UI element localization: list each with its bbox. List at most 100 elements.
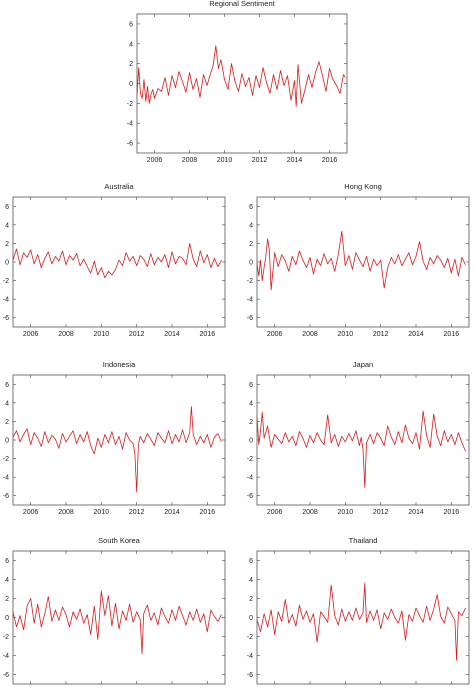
indonesia-ytick-label: 6 [5, 382, 9, 389]
indonesia-ytick-label: 2 [5, 419, 9, 426]
thailand-ytick-label: -4 [247, 653, 253, 660]
japan-xtick-label: 2006 [267, 509, 283, 516]
australia-title: Australia [104, 182, 134, 191]
indonesia-series-line [12, 406, 222, 493]
chart-thailand: Thailand6420-2-4-62006200820102012201420… [247, 536, 470, 685]
australia-ytick-label: 2 [5, 241, 9, 248]
australia-xtick-label: 2008 [58, 331, 74, 338]
hong-kong-xtick-label: 2008 [302, 331, 318, 338]
indonesia-xtick-label: 2012 [129, 509, 145, 516]
south-korea-plot-frame [12, 550, 226, 685]
hong-kong-ytick-label: -6 [247, 315, 253, 322]
south-korea-ytick-label: -6 [3, 672, 9, 679]
hong-kong-xtick-label: 2010 [338, 331, 354, 338]
hong-kong-xtick-label: 2014 [408, 331, 424, 338]
chart-hong-kong: Hong Kong 6 4 2 0 -2 -4 -6 2006 2008 2010 2012 2014 2… [247, 182, 470, 338]
regional-sentiment-ytick-label: -4 [127, 121, 133, 128]
indonesia-xtick-label: 2016 [200, 509, 216, 516]
australia-ytick-label: 0 [5, 260, 9, 267]
japan-ytick-label: 2 [249, 419, 253, 426]
chart-indonesia: Indonesia 6 4 2 0 -2 -4 -6 2006 2008 2010 2012 2014 2… [3, 360, 226, 516]
south-korea-ytick-label: 0 [5, 615, 9, 622]
australia-ytick-label: -2 [3, 278, 9, 285]
australia-plot-frame [12, 196, 226, 328]
japan-ytick-label: 4 [249, 400, 253, 407]
hong-kong-xtick-label: 2006 [267, 331, 283, 338]
chart-australia: Australia 6 4 2 0 -2 -4 -6 2006 2008 2010 2012 2014 2… [3, 182, 226, 338]
australia-xtick-label: 2010 [94, 331, 110, 338]
hong-kong-title: Hong Kong [344, 182, 382, 191]
south-korea-ytick-label: 4 [5, 577, 9, 584]
hong-kong-ytick-label: 4 [249, 222, 253, 229]
hong-kong-ytick-label: 6 [249, 204, 253, 211]
hong-kong-xtick-label: 2012 [373, 331, 389, 338]
regional-sentiment-ytick-label: 6 [129, 21, 133, 28]
chart-regional-sentiment: Regional Sentiment 6 4 2 0 -2 -4 -6 2006 2008 2010… [127, 0, 348, 164]
japan-xtick-label: 2010 [338, 509, 354, 516]
regional-sentiment-ytick-label: -2 [127, 101, 133, 108]
indonesia-plot-frame [12, 374, 226, 506]
thailand-title: Thailand [349, 536, 378, 545]
regional-sentiment-ytick-label: 4 [129, 41, 133, 48]
thailand-ytick-label: -6 [247, 672, 253, 679]
regional-sentiment-plot-frame [136, 13, 348, 154]
indonesia-ytick-label: 4 [5, 400, 9, 407]
japan-title: Japan [353, 360, 373, 369]
regional-sentiment-series-line [136, 45, 346, 107]
australia-ytick-label: -6 [3, 315, 9, 322]
indonesia-xtick-label: 2008 [58, 509, 74, 516]
regional-sentiment-xtick-label: 2008 [182, 157, 198, 164]
regional-sentiment-ytick-label: 2 [129, 61, 133, 68]
thailand-ytick-label: -2 [247, 634, 253, 641]
japan-plot-frame [256, 374, 470, 506]
japan-series-line [256, 410, 466, 488]
south-korea-title: South Korea [98, 536, 141, 545]
indonesia-ytick-label: -4 [3, 475, 9, 482]
regional-sentiment-xtick-label: 2012 [252, 157, 268, 164]
hong-kong-ytick-label: -4 [247, 297, 253, 304]
south-korea-ytick-label: -4 [3, 653, 9, 660]
thailand-series-line [256, 582, 466, 661]
thailand-ytick-label: 4 [249, 577, 253, 584]
japan-ytick-label: -4 [247, 475, 253, 482]
australia-xtick-label: 2016 [200, 331, 216, 338]
indonesia-xtick-label: 2006 [23, 509, 39, 516]
japan-xtick-label: 2012 [373, 509, 389, 516]
regional-sentiment-ytick-label: 0 [129, 81, 133, 88]
south-korea-series-line [12, 590, 222, 654]
hong-kong-ytick-label: 2 [249, 241, 253, 248]
indonesia-ytick-label: -2 [3, 456, 9, 463]
australia-xtick-label: 2006 [23, 331, 39, 338]
indonesia-ytick-label: -6 [3, 493, 9, 500]
australia-ytick-label: -4 [3, 297, 9, 304]
regional-sentiment-ytick-label: -6 [127, 141, 133, 148]
japan-xtick-label: 2014 [408, 509, 424, 516]
regional-sentiment-xtick-label: 2010 [217, 157, 233, 164]
regional-sentiment-xtick-label: 2014 [287, 157, 303, 164]
thailand-plot-frame [256, 550, 470, 685]
hong-kong-plot-frame [256, 196, 470, 328]
australia-xtick-label: 2014 [164, 331, 180, 338]
thailand-ytick-label: 6 [249, 558, 253, 565]
south-korea-ytick-label: 2 [5, 596, 9, 603]
indonesia-xtick-label: 2014 [164, 509, 180, 516]
indonesia-ytick-label: 0 [5, 438, 9, 445]
hong-kong-ytick-label: -2 [247, 278, 253, 285]
japan-ytick-label: 6 [249, 382, 253, 389]
australia-ytick-label: 4 [5, 222, 9, 229]
japan-xtick-label: 2008 [302, 509, 318, 516]
chart-japan: Japan 6 4 2 0 -2 -4 -6 2006 2008 2010 2012 2014 2016 [247, 360, 470, 516]
japan-ytick-label: -2 [247, 456, 253, 463]
indonesia-xtick-label: 2010 [94, 509, 110, 516]
indonesia-title: Indonesia [103, 360, 136, 369]
australia-ytick-label: 6 [5, 204, 9, 211]
hong-kong-series-line [256, 230, 466, 291]
japan-ytick-label: 0 [249, 438, 253, 445]
thailand-ytick-label: 0 [249, 615, 253, 622]
south-korea-ytick-label: 6 [5, 558, 9, 565]
australia-series-line [12, 242, 222, 279]
regional-sentiment-title: Regional Sentiment [209, 0, 275, 8]
japan-ytick-label: -6 [247, 493, 253, 500]
regional-sentiment-xtick-label: 2016 [322, 157, 338, 164]
